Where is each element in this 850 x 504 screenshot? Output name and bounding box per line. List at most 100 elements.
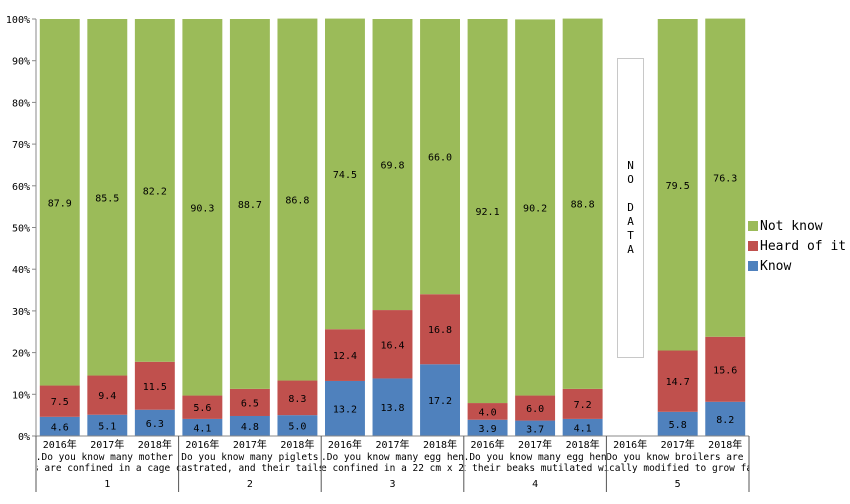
bar-segment — [182, 418, 223, 436]
data-label: 6.3 — [146, 419, 164, 430]
bar-segment — [39, 385, 80, 417]
y-tick-label: 0% — [18, 432, 30, 443]
data-label: 4.0 — [479, 407, 497, 418]
y-tick-label: 70% — [12, 140, 30, 151]
data-label: 11.5 — [143, 382, 167, 393]
bar-segment — [325, 380, 365, 436]
group-question: 2.Do you know many piglets g — [170, 452, 330, 463]
data-label: 90.2 — [523, 203, 547, 214]
x-tick-label: 2017年 — [90, 438, 124, 451]
legend: Not know Heard of it Know — [748, 216, 846, 276]
bar-segment — [657, 19, 698, 351]
bar-segment — [420, 19, 460, 295]
bar-segment — [87, 414, 128, 436]
group-question: 1.Do you know many mother s — [30, 452, 184, 463]
group-question: 4.Do you know many egg hens — [458, 452, 612, 463]
data-label: 9.4 — [98, 391, 116, 402]
data-label: 3.7 — [526, 424, 544, 435]
bar-segment — [562, 388, 603, 419]
data-label: 14.7 — [666, 377, 690, 388]
data-label: 16.4 — [380, 340, 404, 351]
data-label: 76.3 — [713, 174, 737, 185]
group-label: 5 — [675, 479, 681, 490]
data-label: 82.2 — [143, 186, 167, 197]
bar-segment — [39, 416, 80, 436]
data-label: 5.6 — [193, 403, 211, 414]
legend-swatch — [748, 261, 758, 271]
data-label: 15.6 — [713, 365, 737, 376]
data-label: 12.4 — [333, 351, 357, 362]
x-tick-label: 2017年 — [233, 438, 267, 451]
legend-label: Not know — [760, 218, 823, 234]
group-question: 5.Do you know broilers are ge — [595, 452, 761, 463]
no-data-letter: A — [627, 215, 634, 228]
y-tick-label: 10% — [12, 390, 30, 401]
bar-segment — [657, 350, 698, 412]
no-data-box: N O D A T A — [617, 58, 644, 358]
bar-segment — [515, 420, 556, 436]
bar-segment — [705, 18, 746, 337]
x-tick-label: 2018年 — [708, 438, 742, 451]
bar-segment — [87, 19, 128, 376]
bar-segment — [372, 19, 413, 311]
y-tick-label: 90% — [12, 57, 30, 68]
bar-segment — [467, 19, 508, 404]
bar-segment — [420, 364, 460, 436]
group-label: 1 — [104, 479, 110, 490]
bar-segment — [705, 401, 746, 436]
data-label: 90.3 — [190, 203, 214, 214]
no-data-letter: T — [627, 229, 634, 242]
bar-segment — [420, 294, 460, 365]
bar-segment — [515, 19, 556, 396]
y-tick-label: 60% — [12, 182, 30, 193]
data-label: 86.8 — [285, 196, 309, 207]
bar-segment — [657, 411, 698, 436]
data-label: 3.9 — [479, 424, 497, 435]
data-label: 7.2 — [574, 400, 592, 411]
x-tick-label: 2017年 — [518, 438, 552, 451]
data-label: 6.0 — [526, 404, 544, 415]
bar-segment — [134, 361, 175, 410]
group-label: 3 — [389, 479, 395, 490]
bar-segment — [372, 310, 413, 379]
data-label: 4.8 — [241, 422, 259, 433]
data-label: 5.0 — [288, 422, 306, 433]
data-label: 5.8 — [669, 420, 687, 431]
data-label: 88.8 — [571, 200, 595, 211]
bar-segment — [182, 19, 223, 396]
data-label: 7.5 — [51, 397, 69, 408]
legend-item-heard-of-it: Heard of it — [748, 236, 846, 256]
x-tick-label: 2018年 — [566, 438, 600, 451]
y-tick-label: 100% — [6, 15, 30, 26]
no-data-letter: N — [627, 159, 634, 172]
y-tick-label: 80% — [12, 98, 30, 109]
data-label: 4.6 — [51, 422, 69, 433]
data-label: 66.0 — [428, 153, 452, 164]
bar-segment — [467, 403, 508, 420]
y-tick-label: 40% — [12, 265, 30, 276]
data-label: 69.8 — [380, 161, 404, 172]
data-label: 8.3 — [288, 394, 306, 405]
y-tick-label: 30% — [12, 307, 30, 318]
group-question: get their beaks mutilated with — [449, 463, 621, 474]
x-tick-label: 2016年 — [613, 438, 647, 451]
legend-swatch — [748, 241, 758, 251]
bar-segment — [372, 378, 413, 436]
data-label: 13.2 — [333, 404, 357, 415]
bar-segment — [467, 419, 508, 436]
bar-segment — [134, 409, 175, 436]
bar-segment — [325, 329, 365, 381]
group-question: 3.Do you know many egg hens — [315, 452, 469, 463]
x-tick-label: 2016年 — [185, 438, 219, 451]
data-label: 13.8 — [380, 403, 404, 414]
x-tick-label: 2018年 — [423, 438, 457, 451]
data-label: 6.5 — [241, 398, 259, 409]
group-label: 2 — [247, 479, 253, 490]
bar-segment — [562, 418, 603, 436]
group-question: ows are confined in a cage cal — [22, 463, 194, 474]
legend-item-know: Know — [748, 256, 846, 276]
bar-segment — [229, 388, 270, 416]
data-label: 74.5 — [333, 170, 357, 181]
